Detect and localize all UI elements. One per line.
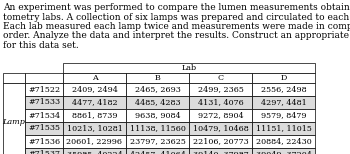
Text: 4297, 4481: 4297, 4481 [261,99,306,107]
Text: D: D [280,74,287,82]
Bar [3,83,25,154]
Text: #71534: #71534 [28,111,60,120]
Bar [189,83,252,96]
Text: order. Analyze the data and interpret the results. Construct an appropriate erro: order. Analyze the data and interpret th… [3,32,350,41]
Text: 2499, 2365: 2499, 2365 [197,85,244,93]
Bar [189,109,252,122]
Bar [252,135,315,148]
Bar [25,96,63,109]
Bar [25,135,63,148]
Bar [126,73,189,83]
Text: #71522: #71522 [28,85,60,93]
Bar [189,73,252,83]
Bar [63,135,126,148]
Bar [126,148,189,154]
Text: 2409, 2494: 2409, 2494 [71,85,118,93]
Text: #71535: #71535 [28,124,60,132]
Bar [252,122,315,135]
Text: for this data set.: for this data set. [3,41,79,50]
Text: #71533: #71533 [28,99,60,107]
Text: Each lab measured each lamp twice and measurements were made in completely rando: Each lab measured each lamp twice and me… [3,22,350,31]
Text: 20884, 22430: 20884, 22430 [256,138,312,146]
Text: 42457, 41064: 42457, 41064 [130,150,186,154]
Bar [252,73,315,83]
Text: 10479, 10468: 10479, 10468 [193,124,248,132]
Bar [25,122,63,135]
Text: 11138, 11560: 11138, 11560 [130,124,186,132]
Bar [63,148,126,154]
Bar [25,109,63,122]
Text: #71537: #71537 [28,150,60,154]
Bar [25,148,63,154]
Bar [63,109,126,122]
Bar [25,73,63,83]
Text: 39140, 37987: 39140, 37987 [193,150,248,154]
Bar [189,96,252,109]
Bar [25,83,63,96]
Bar [63,83,126,96]
Text: 4485, 4283: 4485, 4283 [135,99,180,107]
Text: An experiment was performed to compare the lumen measurements obtained by four p: An experiment was performed to compare t… [3,3,350,12]
Text: Lab: Lab [181,64,197,72]
Text: 11151, 11015: 11151, 11015 [256,124,312,132]
Text: 4131, 4076: 4131, 4076 [198,99,243,107]
Bar [63,63,315,73]
Text: C: C [217,74,224,82]
Bar [126,109,189,122]
Text: Lamp: Lamp [2,118,26,126]
Text: 10213, 10281: 10213, 10281 [66,124,122,132]
Text: 8861, 8739: 8861, 8739 [72,111,117,120]
Text: tometry labs. A collection of six lamps was prepared and circulated to each of t: tometry labs. A collection of six lamps … [3,12,350,22]
Text: 35985, 40224: 35985, 40224 [66,150,122,154]
Bar [252,96,315,109]
Bar [63,73,126,83]
Bar [252,148,315,154]
Bar [126,96,189,109]
Text: 23797, 23625: 23797, 23625 [130,138,186,146]
Text: #71536: #71536 [28,138,60,146]
Text: B: B [155,74,160,82]
Bar [189,148,252,154]
Text: 39049, 37204: 39049, 37204 [256,150,312,154]
Bar [189,135,252,148]
Text: 22106, 20773: 22106, 20773 [193,138,248,146]
Text: 9272, 8904: 9272, 8904 [198,111,243,120]
Bar [63,122,126,135]
Bar [3,73,25,83]
Bar [252,109,315,122]
Bar [189,122,252,135]
Text: 2465, 2693: 2465, 2693 [134,85,181,93]
Bar [126,122,189,135]
Bar [63,96,126,109]
Text: 20601, 22996: 20601, 22996 [66,138,122,146]
Text: 9579, 8479: 9579, 8479 [261,111,306,120]
Bar [126,83,189,96]
Bar [126,135,189,148]
Text: 4477, 4182: 4477, 4182 [72,99,117,107]
Bar [252,83,315,96]
Text: 2556, 2498: 2556, 2498 [261,85,306,93]
Text: A: A [92,74,97,82]
Text: 9638, 9084: 9638, 9084 [135,111,180,120]
